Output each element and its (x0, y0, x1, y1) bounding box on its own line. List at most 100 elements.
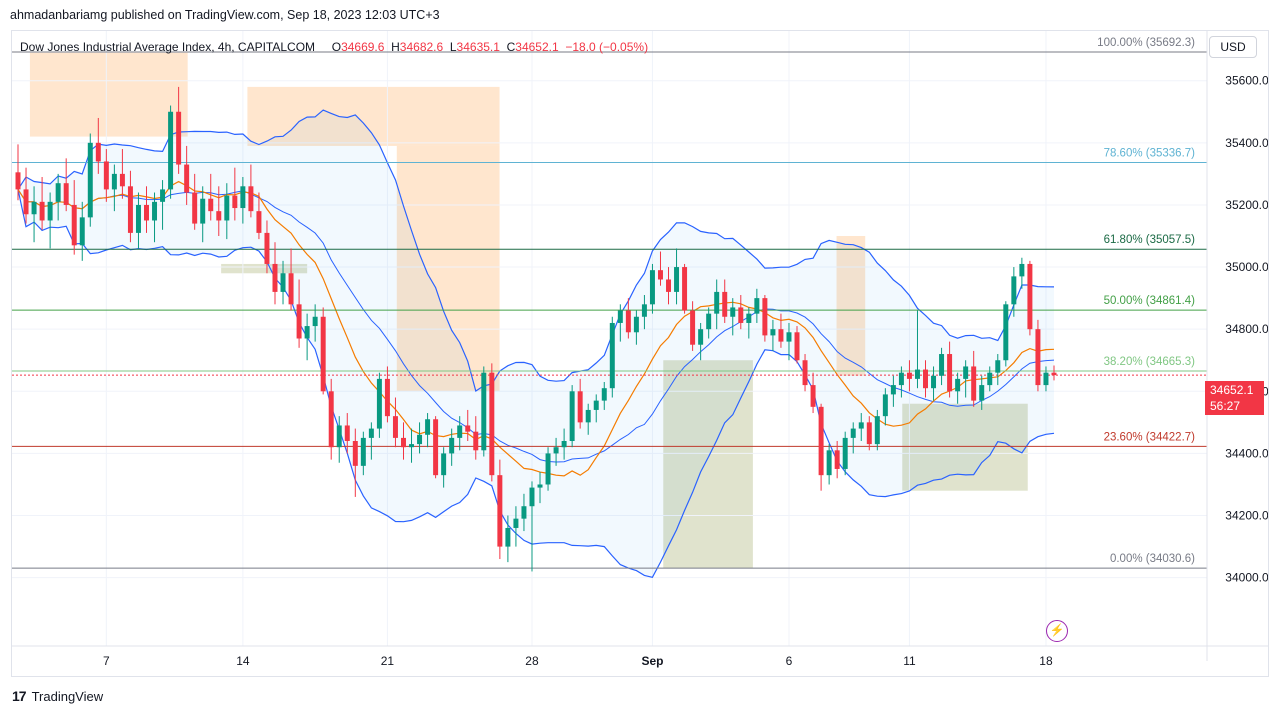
candle-body (119, 173, 125, 187)
candle-body (850, 428, 856, 438)
symbol-name: Dow Jones Industrial Average Index, 4h, … (20, 40, 316, 54)
fib-label: 0.00% (34030.6) (1110, 553, 1195, 565)
candle-body (192, 192, 198, 224)
symbol-legend: Dow Jones Industrial Average Index, 4h, … (20, 40, 648, 54)
y-tick-label: 34400.0 (1225, 446, 1268, 460)
candle-body (1035, 329, 1041, 386)
chart-canvas[interactable]: 100.00% (35692.3) 78.60% (35336.7) 61.80% … (12, 31, 1268, 676)
candle-body (1027, 263, 1033, 330)
candle-body (585, 409, 591, 423)
bollinger-layer (17, 109, 1055, 578)
fib-label: 61.80% (35057.5) (1104, 234, 1196, 246)
candle-body (312, 316, 318, 327)
fib-label: 23.60% (34422.7) (1104, 431, 1196, 443)
candle-body (898, 372, 904, 386)
candle-body (657, 270, 663, 280)
y-tick-label: 34000.0 (1225, 571, 1268, 585)
candle-body (127, 186, 133, 233)
fib-label: 38.20% (34665.3) (1104, 356, 1196, 368)
candle-body (625, 310, 631, 333)
bollinger-fill (18, 110, 1054, 578)
moving-average (17, 180, 1055, 477)
candle-body (955, 378, 961, 392)
candle-body (810, 385, 816, 407)
candle-body (352, 441, 358, 466)
candle-body (802, 360, 808, 386)
candle-body (666, 279, 672, 292)
candle-body (31, 201, 37, 215)
candle-body (722, 291, 728, 317)
high-value: 34682.6 (399, 40, 444, 54)
candle-body (561, 441, 567, 448)
candle-body (47, 201, 53, 221)
y-tick-label: 34200.0 (1225, 509, 1268, 523)
x-tick-label: 18 (1039, 654, 1053, 668)
fib-label: 78.60% (35336.7) (1104, 147, 1196, 159)
last-price-tag: 34652.1 56:27 (1205, 381, 1264, 415)
candle-body (754, 298, 760, 314)
candle-body (1019, 263, 1025, 277)
candle-body (593, 400, 599, 410)
candle-body (906, 372, 912, 379)
close-value: 34652.1 (515, 40, 559, 54)
x-tick-label: 21 (381, 654, 395, 668)
candle-body (409, 444, 415, 448)
candle-body (216, 211, 222, 221)
footer: 17 TradingView (12, 688, 103, 704)
candle-body (457, 425, 463, 438)
y-tick-label: 35000.0 (1225, 260, 1268, 274)
candle-body (746, 313, 752, 323)
candle-body (738, 307, 744, 323)
candle-body (874, 416, 880, 445)
candle-body (762, 298, 768, 336)
y-tick-label: 34800.0 (1225, 322, 1268, 336)
chart-frame[interactable] (11, 30, 1269, 677)
candle-body (866, 422, 872, 445)
candle-body (473, 431, 479, 451)
candle-body (248, 186, 254, 212)
candle-body (95, 142, 101, 162)
candle-body (537, 484, 543, 488)
candle-body (818, 406, 824, 476)
candle-body (577, 391, 583, 423)
candle-body (368, 428, 374, 438)
lightning-icon[interactable]: ⚡ (1046, 620, 1068, 642)
candle-body (160, 189, 166, 202)
candle-body (392, 416, 398, 438)
last-price: 34652.1 (1210, 383, 1254, 397)
candle-body (55, 183, 61, 202)
candle-body (939, 354, 945, 376)
candle-body (890, 385, 896, 395)
candle-body (882, 394, 888, 417)
zones-layer (29, 52, 1028, 569)
candle-body (232, 195, 238, 209)
x-tick-label: 11 (903, 654, 916, 668)
candle-body (826, 450, 832, 476)
candle-body (914, 369, 920, 379)
candle-body (778, 329, 784, 342)
candle-body (794, 332, 800, 361)
candle-body (521, 506, 527, 519)
candle-body (553, 447, 559, 454)
candle-body (529, 487, 535, 507)
bollinger-upper (17, 109, 1055, 392)
supply-zone (396, 145, 500, 392)
candle-body (971, 366, 977, 401)
candle-body (649, 270, 655, 305)
candle-body (103, 161, 109, 190)
demand-zone (663, 360, 753, 569)
demand-zone (221, 263, 308, 274)
candle-body (376, 378, 382, 429)
candle-body (1003, 304, 1009, 361)
axis-layer: 34000.034200.034400.034600.034800.035000… (12, 31, 1268, 668)
candle-body (296, 304, 302, 339)
candle-body (304, 326, 310, 339)
candle-body (609, 322, 615, 389)
candle-body (272, 263, 278, 292)
candle-body (963, 366, 969, 379)
candle-body (384, 378, 390, 417)
currency-button[interactable]: USD (1209, 36, 1257, 58)
candle-body (449, 437, 455, 454)
candle-body (344, 425, 350, 441)
candle-body (320, 316, 326, 392)
